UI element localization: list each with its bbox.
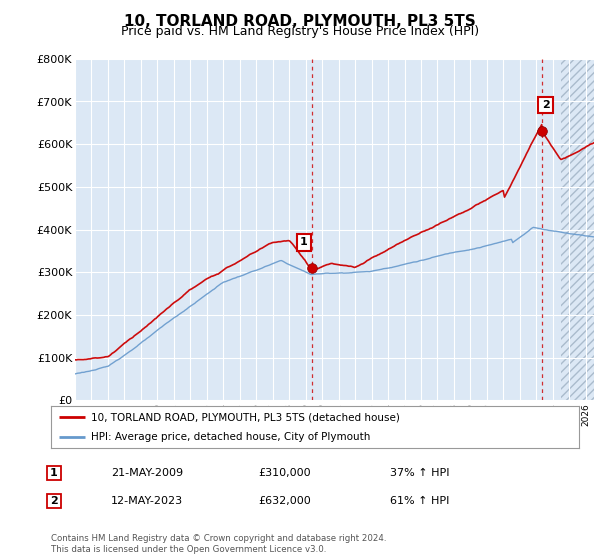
Text: 10, TORLAND ROAD, PLYMOUTH, PL3 5TS (detached house): 10, TORLAND ROAD, PLYMOUTH, PL3 5TS (det… [91,412,400,422]
Text: 21-MAY-2009: 21-MAY-2009 [111,468,183,478]
Text: HPI: Average price, detached house, City of Plymouth: HPI: Average price, detached house, City… [91,432,370,442]
Text: 2: 2 [50,496,58,506]
Text: 61% ↑ HPI: 61% ↑ HPI [390,496,449,506]
Text: £632,000: £632,000 [258,496,311,506]
Text: 1: 1 [300,237,308,248]
Text: 2: 2 [542,100,550,110]
Text: Price paid vs. HM Land Registry's House Price Index (HPI): Price paid vs. HM Land Registry's House … [121,25,479,38]
Text: 12-MAY-2023: 12-MAY-2023 [111,496,183,506]
Text: 37% ↑ HPI: 37% ↑ HPI [390,468,449,478]
Text: 1: 1 [50,468,58,478]
Bar [561,59,594,400]
Text: 10, TORLAND ROAD, PLYMOUTH, PL3 5TS: 10, TORLAND ROAD, PLYMOUTH, PL3 5TS [124,14,476,29]
Bar [561,59,594,400]
Text: Contains HM Land Registry data © Crown copyright and database right 2024.
This d: Contains HM Land Registry data © Crown c… [51,534,386,554]
Text: £310,000: £310,000 [258,468,311,478]
